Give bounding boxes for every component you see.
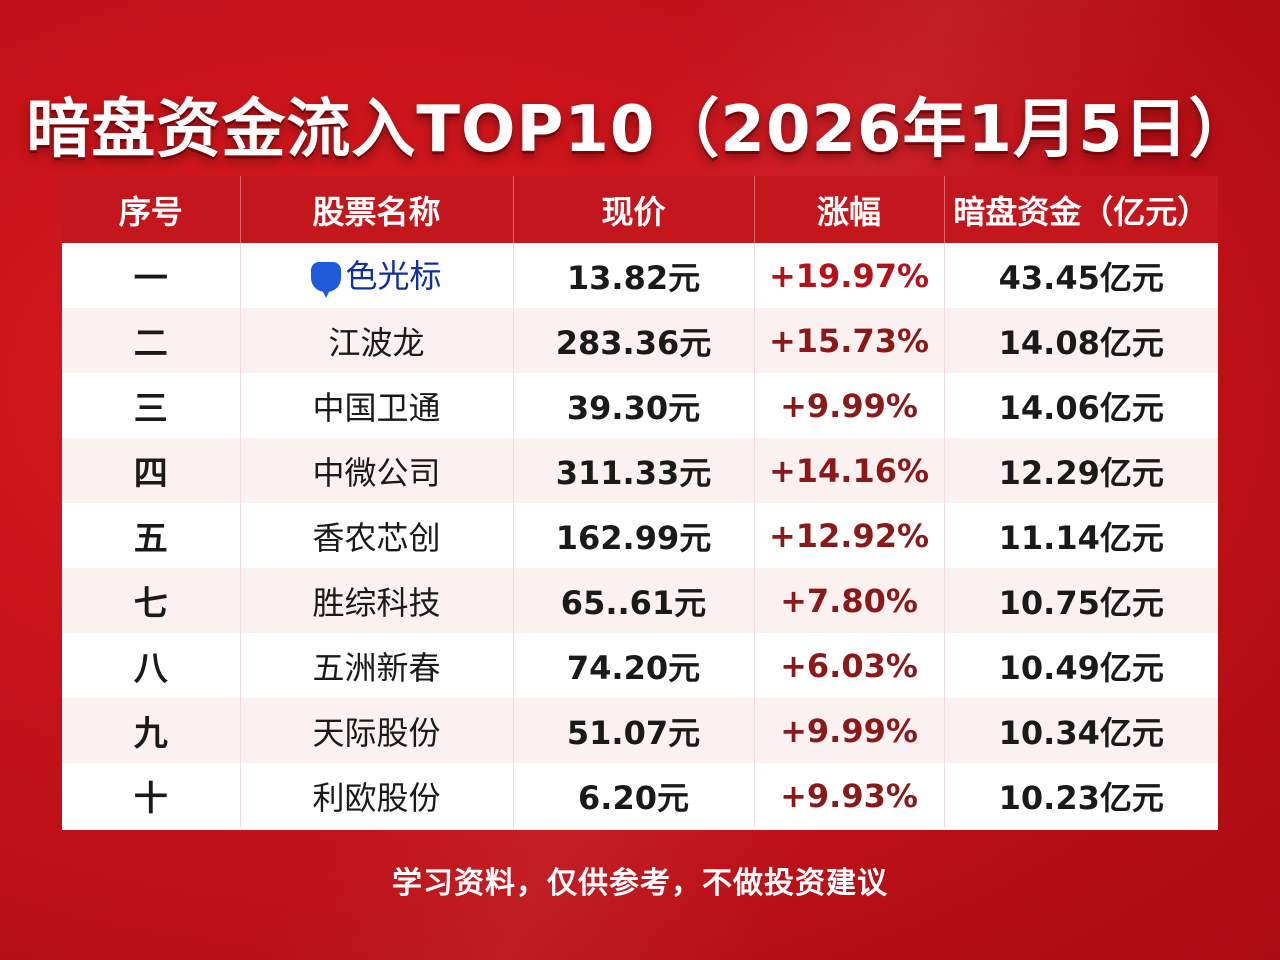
header-change: 涨幅 xyxy=(754,176,945,243)
table-row: 九 天际股份 51.07元 +9.99% 10.34亿元 xyxy=(62,698,1218,763)
row-stock-name: 利欧股份 xyxy=(240,763,514,828)
row-price: 39.30元 xyxy=(513,373,755,438)
row-price: 162.99元 xyxy=(513,503,755,568)
table-row: 十 利欧股份 6.20元 +9.93% 10.23亿元 xyxy=(62,763,1218,828)
row-rank: 二 xyxy=(62,308,241,373)
row-fund: 14.06亿元 xyxy=(944,373,1218,438)
row-fund: 12.29亿元 xyxy=(944,438,1218,503)
row-change: +19.97% xyxy=(754,243,945,308)
table-row: 二 江波龙 283.36元 +15.73% 14.08亿元 xyxy=(62,308,1218,373)
row-rank: 五 xyxy=(62,503,241,568)
row-price: 311.33元 xyxy=(513,438,755,503)
table-row: 五 香农芯创 162.99元 +12.92% 11.14亿元 xyxy=(62,503,1218,568)
row-stock-name: 天际股份 xyxy=(240,698,514,763)
row-stock-name: 江波龙 xyxy=(240,308,514,373)
table-body: 一 色光标 13.82元 +19.97% 43.45亿元 二 江波龙 283.3… xyxy=(62,243,1218,828)
row-stock-name: 中微公司 xyxy=(240,438,514,503)
table-row: 一 色光标 13.82元 +19.97% 43.45亿元 xyxy=(62,243,1218,308)
row-price: 51.07元 xyxy=(513,698,755,763)
row-rank: 一 xyxy=(62,243,241,308)
row-change: +9.99% xyxy=(754,698,945,763)
row-stock-name: 香农芯创 xyxy=(240,503,514,568)
row-fund: 10.34亿元 xyxy=(944,698,1218,763)
row-change: +6.03% xyxy=(754,633,945,698)
table-header: 序号 股票名称 现价 涨幅 暗盘资金（亿元） xyxy=(62,176,1218,243)
row-rank: 九 xyxy=(62,698,241,763)
row-rank: 八 xyxy=(62,633,241,698)
row-fund: 43.45亿元 xyxy=(944,243,1218,308)
row-rank: 四 xyxy=(62,438,241,503)
row-change: +9.99% xyxy=(754,373,945,438)
table-row: 七 胜综科技 65..61元 +7.80% 10.75亿元 xyxy=(62,568,1218,633)
table-row: 三 中国卫通 39.30元 +9.99% 14.06亿元 xyxy=(62,373,1218,438)
row-rank: 十 xyxy=(62,763,241,828)
ranking-table: 序号 股票名称 现价 涨幅 暗盘资金（亿元） 一 色光标 13.82元 +19.… xyxy=(62,176,1218,828)
header-price: 现价 xyxy=(513,176,755,243)
row-change: +12.92% xyxy=(754,503,945,568)
row-stock-name: 胜综科技 xyxy=(240,568,514,633)
location-pin-icon xyxy=(311,262,342,298)
row-stock-name: 色光标 xyxy=(240,243,514,308)
row-stock-name: 五洲新春 xyxy=(240,633,514,698)
header-row: 序号 股票名称 现价 涨幅 暗盘资金（亿元） xyxy=(62,176,1218,243)
row-change: +7.80% xyxy=(754,568,945,633)
row-price: 6.20元 xyxy=(513,763,755,828)
row-fund: 10.23亿元 xyxy=(944,763,1218,828)
row-change: +9.93% xyxy=(754,763,945,828)
row-fund: 11.14亿元 xyxy=(944,503,1218,568)
row-fund: 10.75亿元 xyxy=(944,568,1218,633)
row-stock-name: 中国卫通 xyxy=(240,373,514,438)
header-stock-name: 股票名称 xyxy=(240,176,514,243)
header-rank: 序号 xyxy=(62,176,241,243)
row-price: 74.20元 xyxy=(513,633,755,698)
row-rank: 三 xyxy=(62,373,241,438)
row-fund: 10.49亿元 xyxy=(944,633,1218,698)
header-fund: 暗盘资金（亿元） xyxy=(944,176,1218,243)
row-change: +15.73% xyxy=(754,308,945,373)
row-rank: 七 xyxy=(62,568,241,633)
ranking-table-container: 序号 股票名称 现价 涨幅 暗盘资金（亿元） 一 色光标 13.82元 +19.… xyxy=(62,176,1218,830)
row-price: 13.82元 xyxy=(513,243,755,308)
table-row: 八 五洲新春 74.20元 +6.03% 10.49亿元 xyxy=(62,633,1218,698)
row-price: 283.36元 xyxy=(513,308,755,373)
row-price: 65..61元 xyxy=(513,568,755,633)
row-fund: 14.08亿元 xyxy=(944,308,1218,373)
disclaimer-footer: 学习资料，仅供参考，不做投资建议 xyxy=(392,866,888,901)
page-title: 暗盘资金流入TOP10（2026年1月5日） xyxy=(26,93,1254,167)
row-change: +14.16% xyxy=(754,438,945,503)
stock-name-text: 色光标 xyxy=(345,257,442,295)
table-row: 四 中微公司 311.33元 +14.16% 12.29亿元 xyxy=(62,438,1218,503)
stock-name-with-marker: 色光标 xyxy=(311,251,442,298)
